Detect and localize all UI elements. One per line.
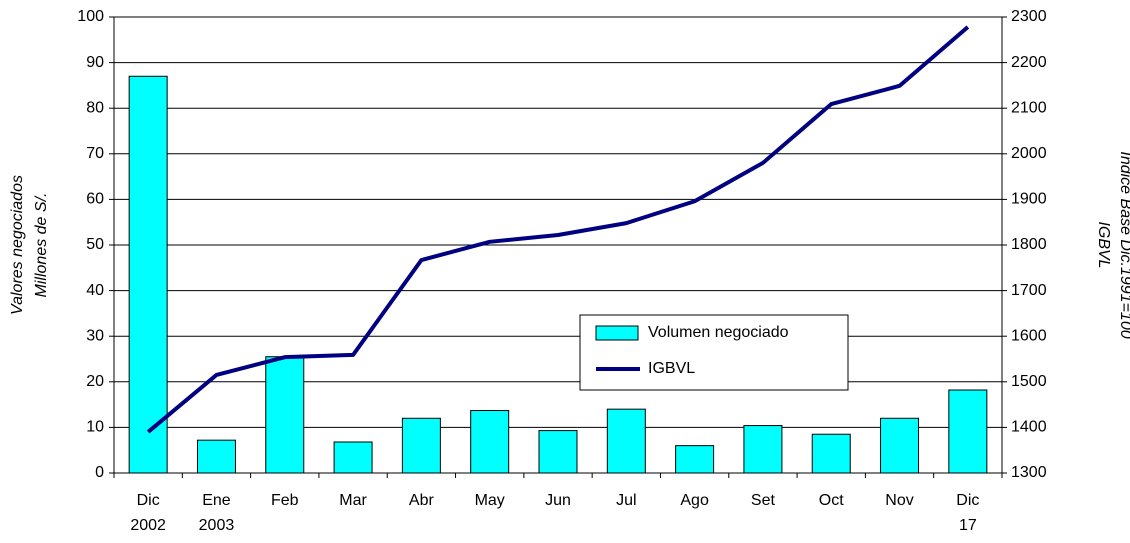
y2-tick-label: 2000	[1011, 145, 1047, 162]
y2-tick-label: 1400	[1011, 419, 1047, 436]
y2-tick-label: 2300	[1011, 8, 1047, 25]
x-tick-label: Mar	[339, 492, 367, 509]
x-tick-label: Dic	[137, 492, 160, 509]
y-tick-label: 10	[86, 419, 104, 436]
x-tick-label: Abr	[409, 492, 435, 509]
legend-label: IGBVL	[648, 360, 695, 377]
y-tick-label: 50	[86, 236, 104, 253]
bar	[743, 425, 783, 474]
bar	[880, 417, 920, 474]
bar	[538, 430, 578, 474]
y-tick-label: 70	[86, 145, 104, 162]
x-tick-label: 17	[959, 517, 977, 534]
x-tick-label: Dic	[956, 492, 979, 509]
legend-label: Volumen negociado	[648, 324, 789, 341]
y-tick-label: 80	[86, 99, 104, 116]
x-tick-label: Jun	[545, 492, 571, 509]
bar	[811, 433, 851, 474]
bar	[196, 439, 236, 474]
y-axis-title: Millones de S/.	[33, 193, 50, 298]
y2-tick-label: 1500	[1011, 373, 1047, 390]
y-tick-label: 40	[86, 282, 104, 299]
line	[146, 25, 970, 434]
bar	[470, 410, 510, 474]
bar	[675, 445, 715, 474]
y2-tick-label: 1600	[1011, 327, 1047, 344]
x-tick-label: Ene	[202, 492, 231, 509]
y2-tick-label: 1800	[1011, 236, 1047, 253]
y2-tick-label: 1700	[1011, 282, 1047, 299]
x-tick-label: Ago	[680, 492, 709, 509]
x-tick-label: Nov	[885, 492, 913, 509]
y-axis-title: Valores negociados	[9, 175, 26, 315]
y-tick-label: 30	[86, 327, 104, 344]
y-tick-label: 0	[95, 464, 104, 481]
x-tick-label: Feb	[271, 492, 299, 509]
y2-axis-title: Índice Base Dic.1991=100	[1117, 151, 1130, 338]
y-tick-label: 60	[86, 191, 104, 208]
bar	[333, 441, 373, 474]
y-tick-label: 100	[77, 8, 104, 25]
bar	[128, 75, 168, 474]
y2-tick-label: 2100	[1011, 99, 1047, 116]
x-tick-label: May	[475, 492, 505, 509]
y2-tick-label: 2200	[1011, 54, 1047, 71]
y2-tick-label: 1900	[1011, 191, 1047, 208]
x-tick-label: Set	[751, 492, 776, 509]
bar	[606, 408, 646, 474]
bar	[401, 417, 441, 474]
legend-swatch	[595, 325, 639, 341]
y2-tick-label: 1300	[1011, 464, 1047, 481]
bar	[948, 389, 988, 474]
y2-axis-title: IGBVL	[1095, 221, 1112, 268]
x-tick-label: Oct	[819, 492, 844, 509]
x-tick-label: 2002	[130, 517, 166, 534]
y-tick-label: 20	[86, 373, 104, 390]
bar	[265, 356, 305, 474]
x-tick-label: 2003	[199, 517, 235, 534]
x-tick-label: Jul	[616, 492, 636, 509]
y-tick-label: 90	[86, 54, 104, 71]
